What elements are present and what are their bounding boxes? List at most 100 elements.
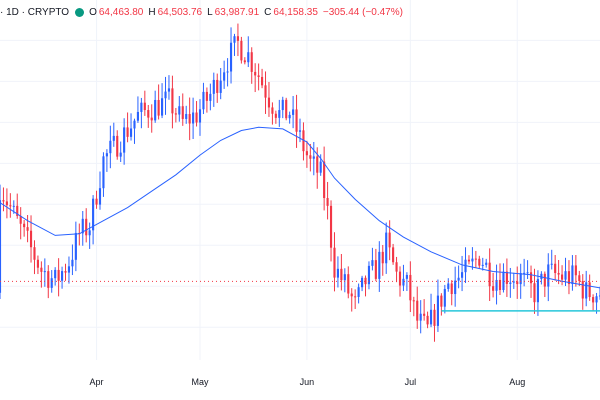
candle-body [216,79,219,93]
candle-body [312,156,315,159]
candle-body [361,277,364,288]
candle-body [261,76,264,86]
candle-body [54,269,57,279]
candle-body [333,247,336,278]
candle-body [450,283,453,295]
candle-body [578,275,581,281]
candle-body [198,109,202,123]
candle-body [423,313,426,316]
candle-body [178,106,181,115]
candle-body [398,271,402,286]
x-axis-tick-label: Jun [300,377,315,387]
high-label: H [148,6,156,18]
candle-body [185,114,188,119]
candle-body [474,258,477,260]
candle-body [240,40,243,61]
candle-body [440,295,443,307]
candle-body [367,265,371,285]
candle-body [409,274,412,301]
ohlc-legend: · 1D · CRYPTO O 64,463.80 H 64,503.76 L 63,… [0,5,406,19]
candle-body [105,153,108,157]
candle-body [278,110,281,118]
candle-body [95,198,98,205]
candle-body [381,251,384,264]
candle-body [85,218,88,236]
x-axis-tick-label: May [191,377,209,387]
candle-body [498,279,502,291]
candle-body [50,278,53,288]
candle-body [395,262,398,272]
candle-body [509,282,512,284]
candle-body [519,273,522,285]
candle-body [392,247,395,263]
candle-body [174,113,177,115]
candle-body [181,106,184,119]
candle-body [109,140,112,154]
candle-body [457,277,460,281]
candle-body [502,271,505,291]
candle-body [81,218,84,234]
candle-body [285,99,288,119]
candle-body [340,268,343,281]
x-axis-tick-label: Aug [509,377,525,387]
candle-body [492,286,495,291]
candle-body [533,283,536,303]
candle-body [233,36,236,43]
candle-body [488,262,491,287]
candle-body [478,258,481,266]
candle-body [374,260,377,279]
candle-body [202,91,205,110]
candle-body [536,279,539,303]
candle-body [371,260,374,266]
candle-body [71,259,74,267]
candle-body [29,230,33,248]
candle-body [564,271,567,280]
candle-body [485,262,488,265]
candle-body [212,79,215,94]
candle-body [305,151,308,156]
candle-body [567,271,571,285]
candle-body [585,282,588,299]
candle-body [9,205,12,207]
candle-body [281,99,284,111]
candle-body [523,272,526,274]
close-label: C [264,6,272,18]
candle-body [547,264,550,287]
low-label: L [207,6,213,18]
candle-body [257,75,260,77]
candle-body [402,278,405,286]
candle-body [123,127,126,153]
candle-body [481,264,484,266]
candle-body [433,309,436,326]
candle-body [554,263,557,274]
candle-body [419,313,422,321]
candle-body [98,188,102,205]
candle-body [454,280,457,295]
candle-body [64,271,67,273]
candle-body [561,274,564,280]
candle-body [209,93,212,101]
open-label: O [89,6,97,18]
candle-body [512,281,515,283]
open-value: 64,463.80 [98,6,144,18]
candle-body [598,295,600,297]
candle-body [385,232,388,264]
candle-body [302,130,305,152]
candle-body [133,120,136,129]
candle-body [250,52,253,72]
candle-body [5,201,8,206]
candle-body [33,247,36,260]
candle-body [112,135,115,141]
candle-body [74,232,77,260]
candle-body [88,230,91,236]
candle-body [143,102,146,111]
candle-body [164,91,167,99]
candle-body [205,91,208,101]
candle-body [319,161,322,173]
candle-body [67,266,71,273]
candle-body [292,109,295,115]
candle-body [557,273,560,275]
candle-body [26,227,29,231]
